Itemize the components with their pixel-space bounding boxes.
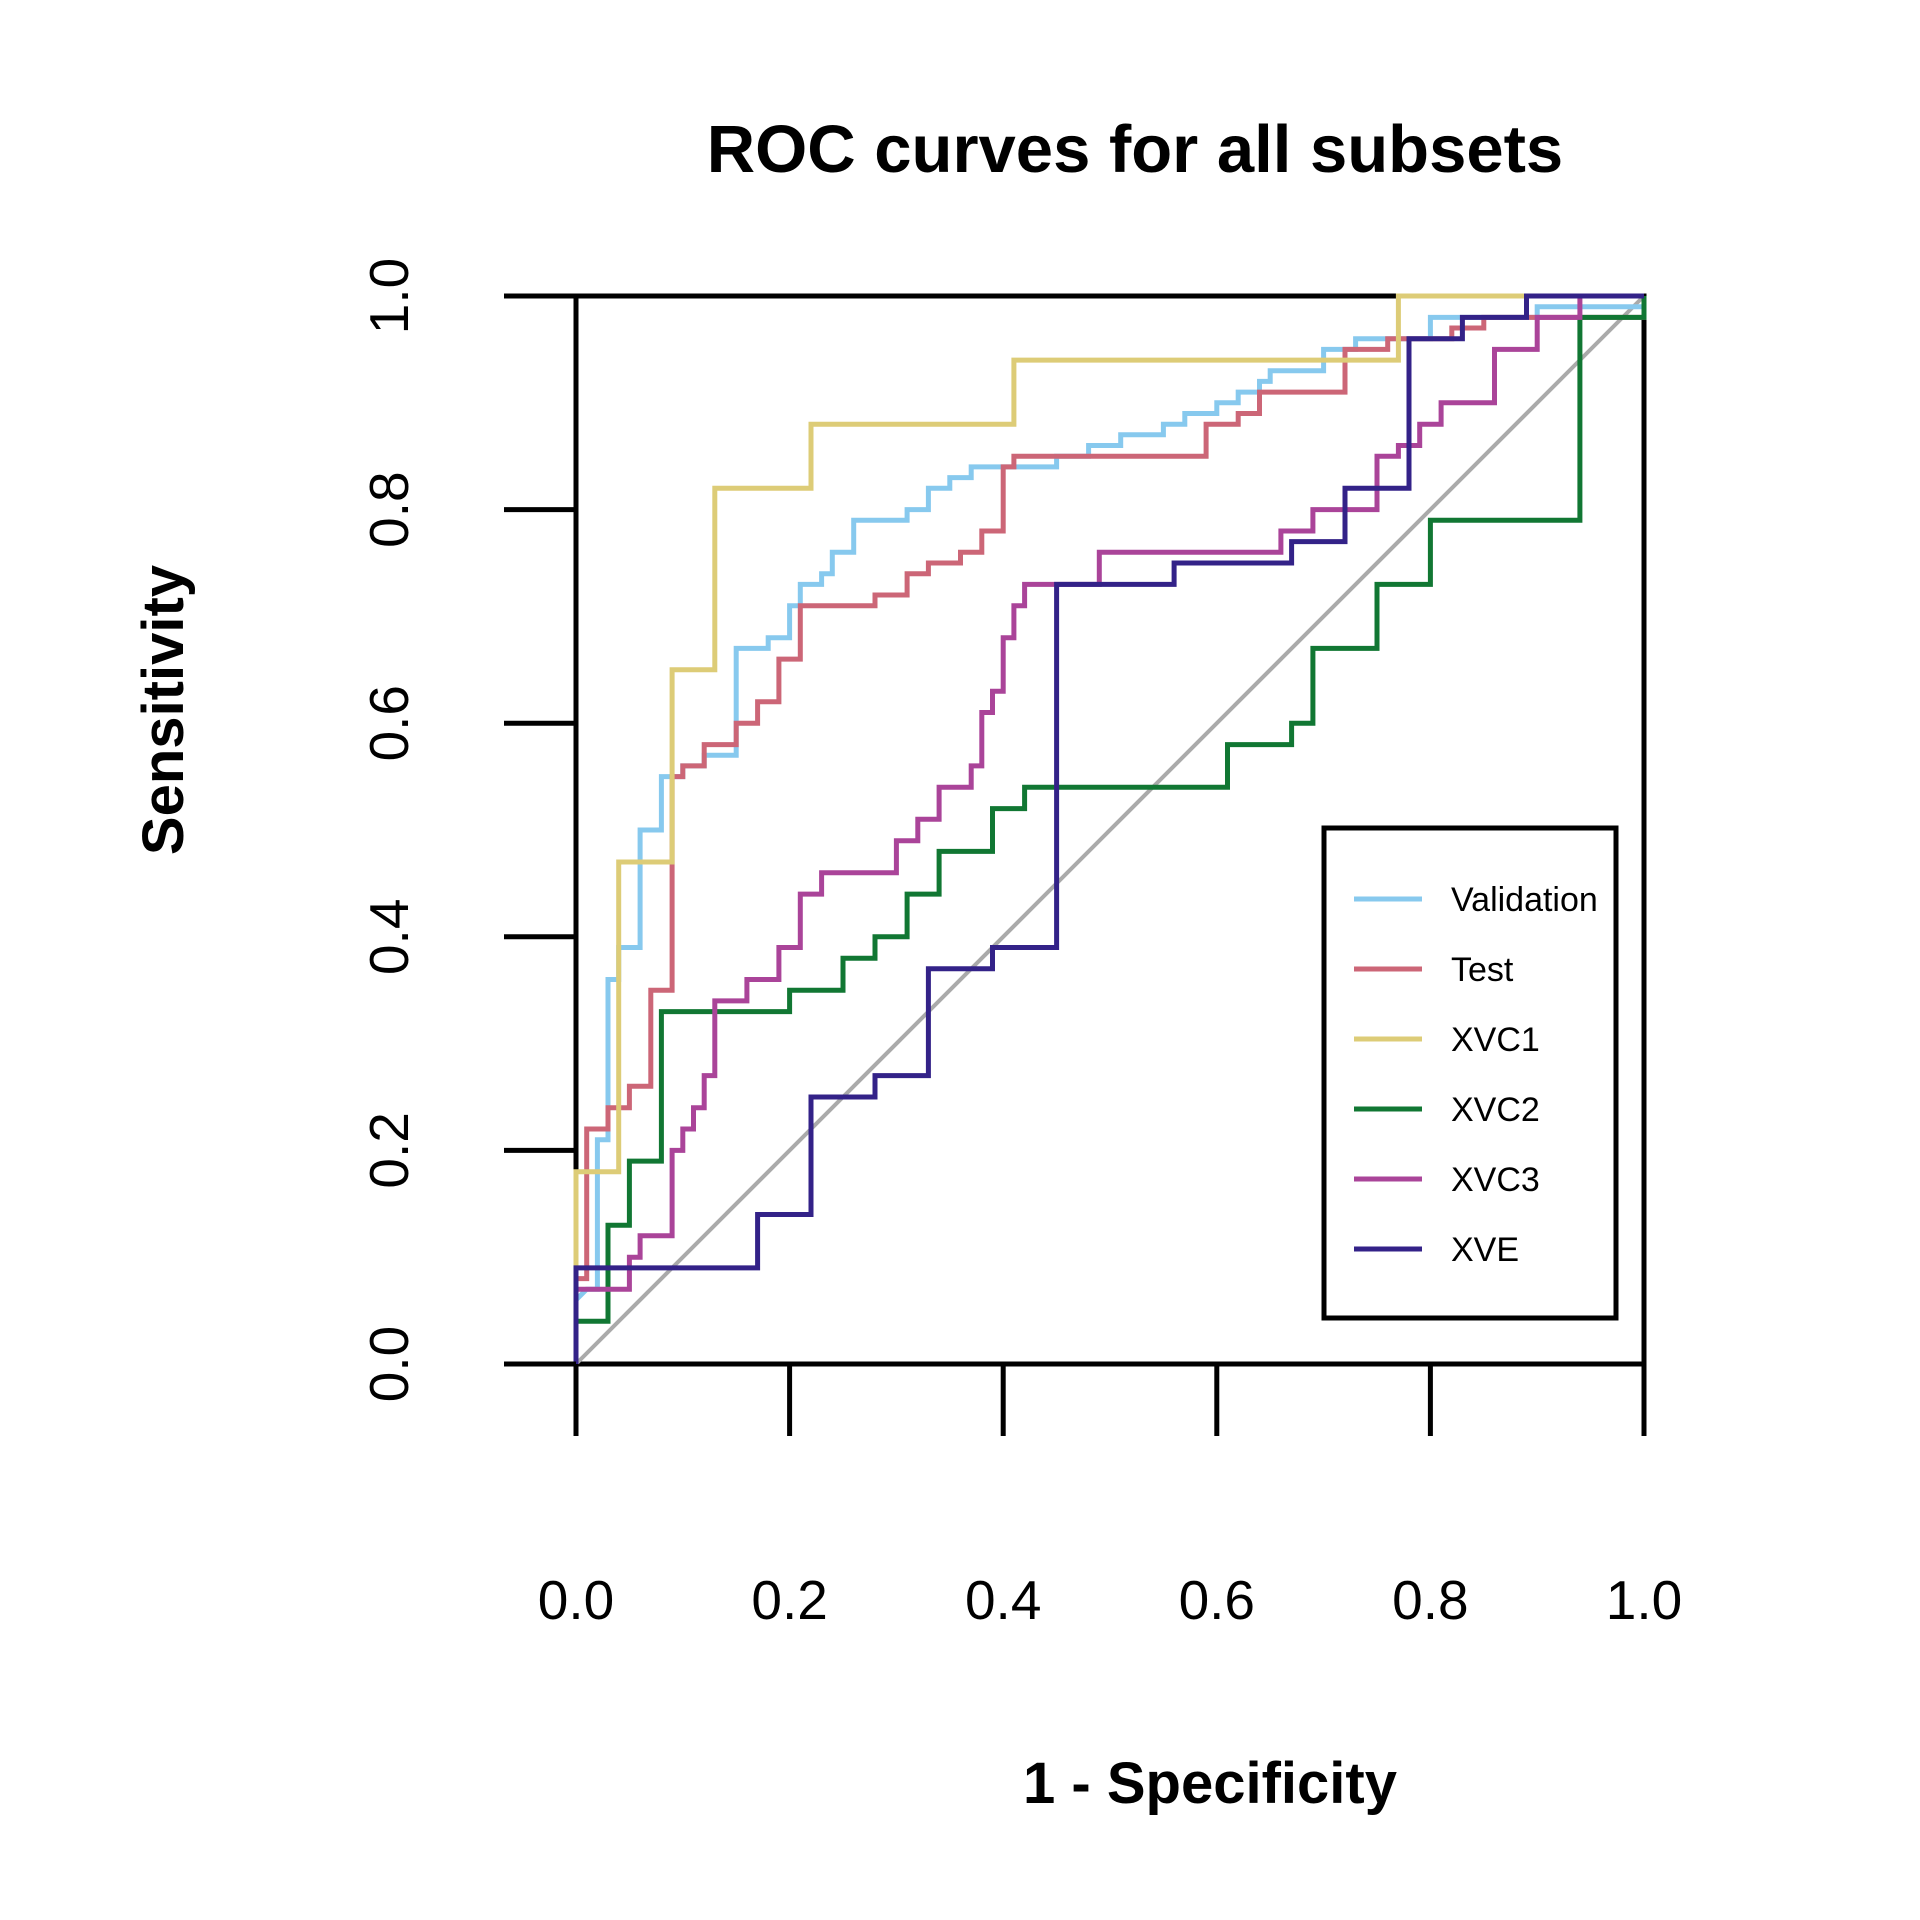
legend-label-xvc2: XVC2 (1451, 1091, 1540, 1129)
series-line-xvc1 (573, 293, 1644, 1279)
y-tick-label: 0.2 (358, 1112, 420, 1188)
axes: 0.0 0.2 0.4 0.6 0.8 1.0 0.0 0.2 0.4 0.6 0.8 1.0 (358, 258, 1682, 1631)
legend-label-validation: Validation (1451, 881, 1598, 919)
x-tick-label: 1.0 (1606, 1569, 1682, 1631)
series-line-test (576, 296, 1647, 1282)
x-tick-label: 0.8 (1392, 1569, 1468, 1631)
y-tick-label: 0.6 (358, 685, 420, 761)
reference-diagonal (574, 294, 1646, 1366)
legend-label-xvc3: XVC3 (1451, 1161, 1540, 1199)
y-tick-label: 0.0 (358, 1326, 420, 1402)
x-tick-label: 0.0 (538, 1569, 614, 1631)
series-line-xvc2 (576, 296, 1647, 1324)
legend-box (1321, 825, 1619, 1321)
x-tick-label: 0.4 (965, 1569, 1041, 1631)
legend: Validation Test XVC1 XVC2 XVC3 XVE (1321, 825, 1619, 1321)
y-axis-label: Sensitivity (131, 565, 196, 855)
series-line-validation (574, 296, 1647, 1302)
legend-label-xvc1: XVC1 (1451, 1021, 1540, 1059)
legend-label-test: Test (1451, 951, 1514, 989)
series-line-xvc3 (576, 293, 1644, 1292)
y-tick-label: 0.4 (358, 899, 420, 975)
legend-label-xve: XVE (1451, 1231, 1519, 1269)
x-tick-label: 0.2 (751, 1569, 827, 1631)
plot-frame (573, 293, 1647, 1367)
x-axis-label: 1 - Specificity (1023, 1751, 1397, 1816)
plot-area (573, 293, 1647, 1367)
x-tick-label: 0.6 (1179, 1569, 1255, 1631)
chart-title: ROC curves for all subsets (707, 112, 1563, 187)
series-line-xve (573, 293, 1644, 1364)
series-lines (573, 293, 1647, 1364)
y-tick-label: 1.0 (358, 258, 420, 334)
y-tick-label: 0.8 (358, 471, 420, 547)
